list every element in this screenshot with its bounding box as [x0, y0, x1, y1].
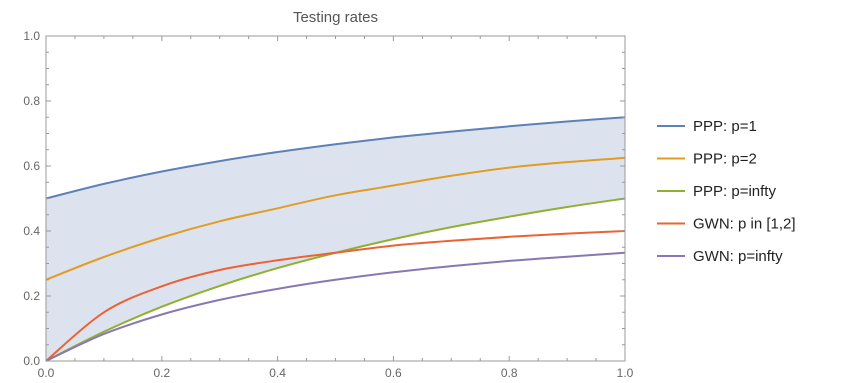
- shaded-region: [46, 117, 625, 361]
- legend-label: PPP: p=1: [693, 118, 757, 135]
- legend-label: GWN: p in [1,2]: [693, 216, 796, 233]
- y-tick-label: 0.4: [23, 224, 40, 238]
- shaded-region-layer: [46, 117, 625, 361]
- legend-item: PPP: p=infty: [657, 183, 776, 200]
- x-tick-label: 0.6: [385, 366, 402, 380]
- series-line-2: [45, 156, 626, 281]
- axes: 0.0 0.2 0.4 0.6 0.8 1.0 0.0 0.2 0.4 0.6 0.8 1.0: [23, 29, 633, 380]
- y-tick-label: 0.0: [23, 354, 40, 368]
- x-tick-label: 0.8: [501, 366, 518, 380]
- legend-item: PPP: p=1: [657, 118, 757, 135]
- legend-label: PPP: p=infty: [693, 183, 776, 200]
- legend: PPP: p=1 PPP: p=2 PPP: p=infty GWN: p in [1…: [657, 118, 796, 265]
- legend-item: GWN: p in [1,2]: [657, 216, 796, 233]
- legend-label: PPP: p=2: [693, 151, 757, 168]
- y-tick-label: 0.6: [23, 159, 40, 173]
- y-tick-label: 0.8: [23, 94, 40, 108]
- series-line-4: [45, 230, 626, 362]
- x-tick-label: 1.0: [617, 366, 634, 380]
- legend-item: GWN: p=infty: [657, 248, 783, 265]
- x-tick-label: 0.0: [38, 366, 55, 380]
- chart-title: Testing rates: [293, 9, 378, 26]
- legend-item: PPP: p=2: [657, 151, 757, 168]
- series-line-5: [45, 251, 626, 362]
- series-lines: [45, 116, 626, 362]
- series-line-1: [45, 116, 626, 200]
- legend-label: GWN: p=infty: [693, 248, 783, 265]
- x-tick-label: 0.2: [153, 366, 170, 380]
- y-tick-label: 0.2: [23, 289, 40, 303]
- y-tick-label: 1.0: [23, 29, 40, 43]
- x-tick-label: 0.4: [269, 366, 286, 380]
